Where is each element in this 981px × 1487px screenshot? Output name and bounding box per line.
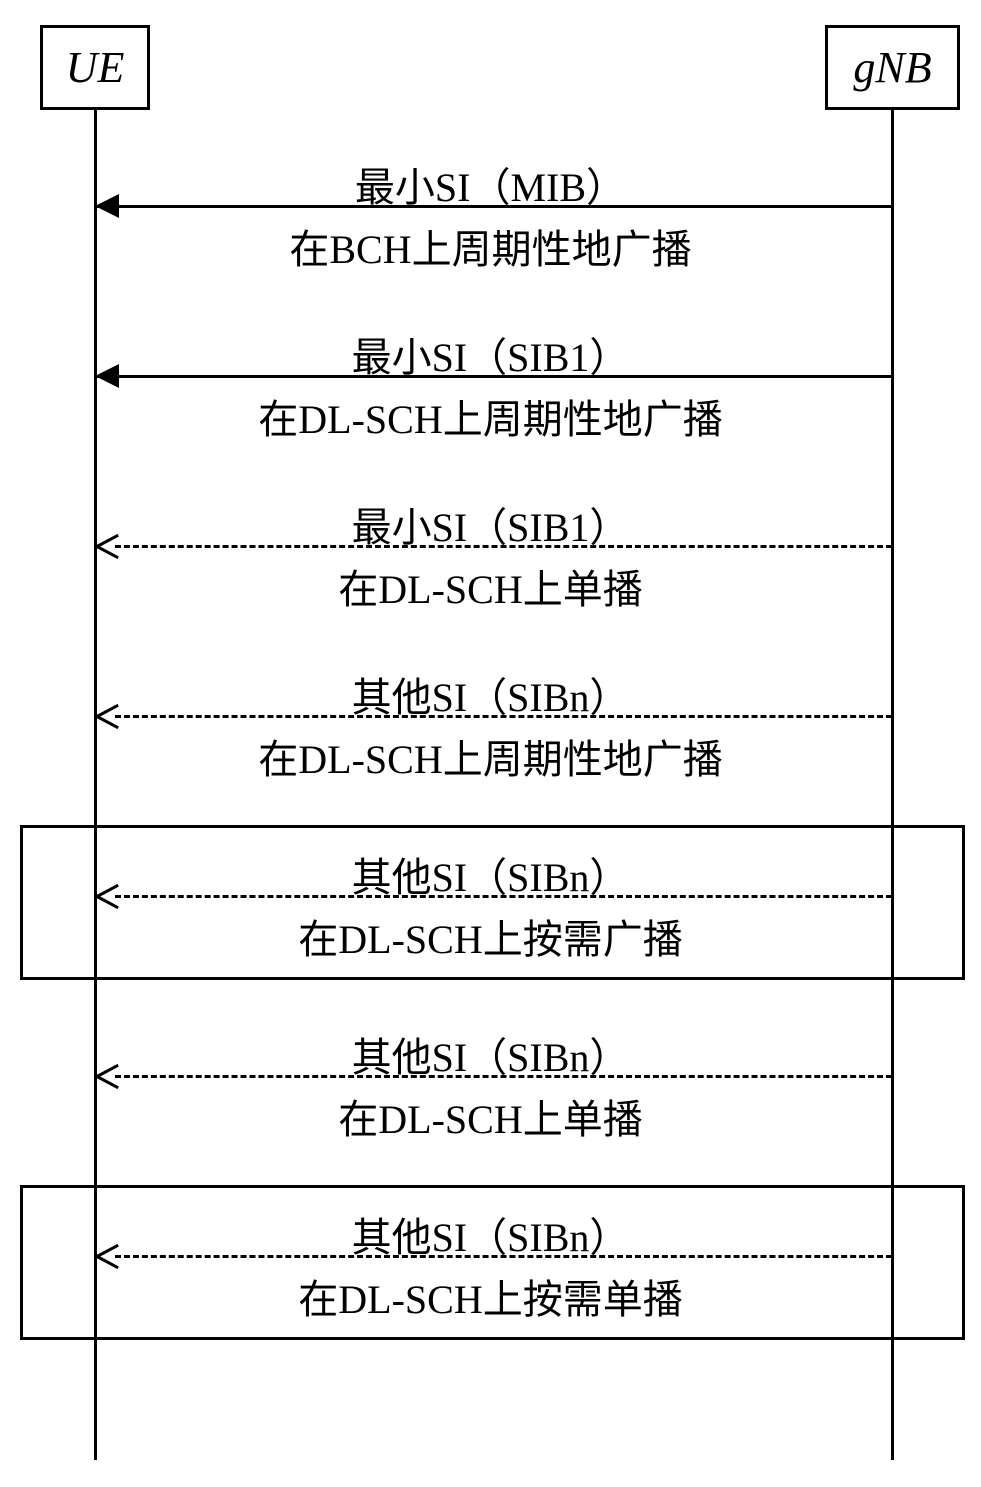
- message-7-arrow: [115, 1255, 892, 1258]
- message-5-arrow: [115, 895, 892, 898]
- sequence-diagram: UE gNB 最小SI（MIB） 在BCH上周期性地广播 最小SI（SIB1） …: [0, 0, 981, 1487]
- actor-ue-label: UE: [66, 42, 125, 93]
- message-2-arrowhead: [95, 364, 119, 388]
- message-4-arrow: [115, 715, 892, 718]
- message-2-arrow: [97, 375, 892, 378]
- message-1-arrowhead: [95, 194, 119, 218]
- message-4-bottom-label: 在DL-SCH上周期性地广播: [0, 727, 981, 785]
- actor-gnb-label: gNB: [853, 42, 931, 93]
- message-7-bottom-label: 在DL-SCH上按需单播: [0, 1267, 981, 1325]
- message-1-arrow: [97, 205, 892, 208]
- actor-gnb: gNB: [825, 25, 960, 110]
- message-3-bottom-label: 在DL-SCH上单播: [0, 557, 981, 615]
- message-3-arrow: [115, 545, 892, 548]
- message-5-bottom-label: 在DL-SCH上按需广播: [0, 907, 981, 965]
- message-6-bottom-label: 在DL-SCH上单播: [0, 1087, 981, 1145]
- message-6-arrow: [115, 1075, 892, 1078]
- actor-ue: UE: [40, 25, 150, 110]
- message-2-bottom-label: 在DL-SCH上周期性地广播: [0, 387, 981, 445]
- message-1-bottom-label: 在BCH上周期性地广播: [0, 217, 981, 275]
